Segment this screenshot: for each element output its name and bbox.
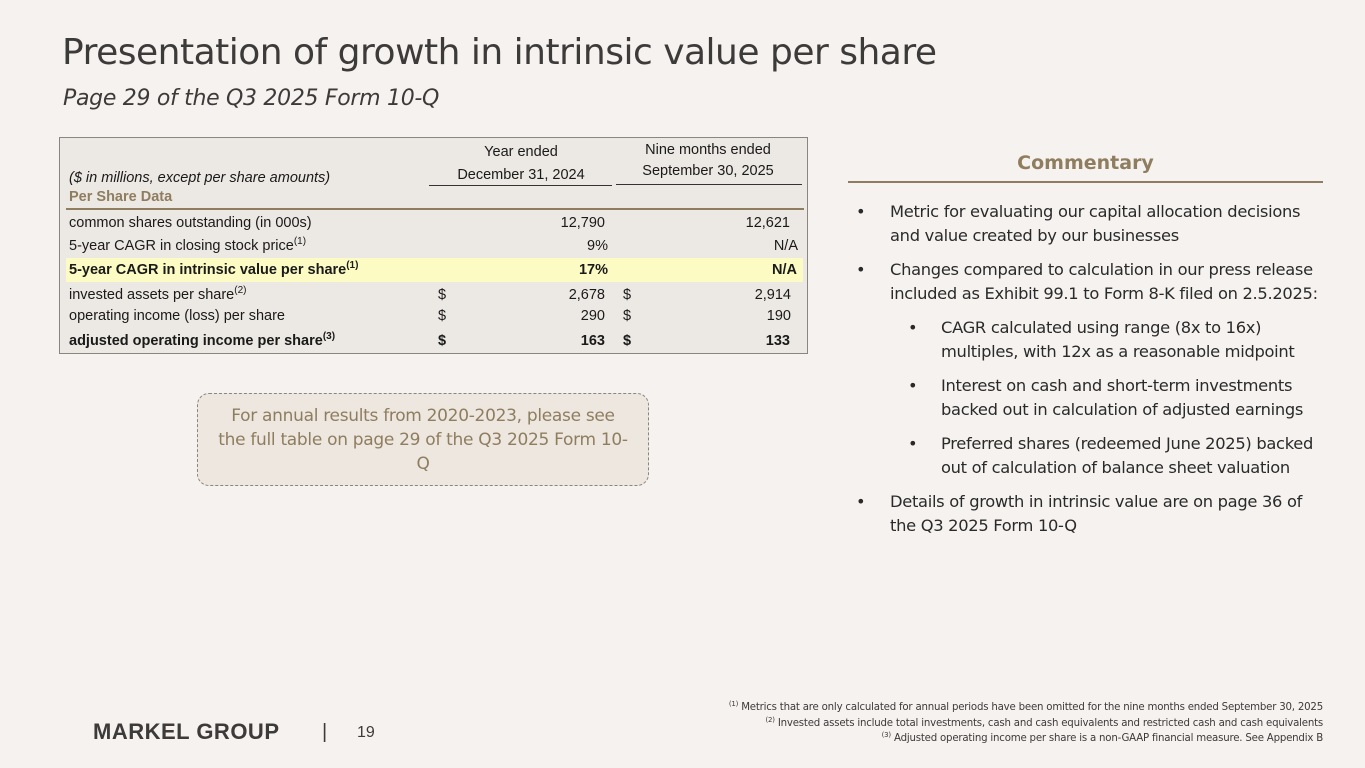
currency-symbol: $ <box>623 333 632 349</box>
col1-header-rule <box>429 185 612 186</box>
commentary-rule <box>848 181 1323 183</box>
currency-symbol: $ <box>623 308 632 324</box>
commentary-bullet: Metric for evaluating our capital alloca… <box>856 200 1326 247</box>
row-value-2025: N/A <box>772 262 797 278</box>
row-value-2024: 17% <box>578 262 608 278</box>
row-label: invested assets per share(2) <box>69 285 247 304</box>
row-value-2025: N/A <box>773 238 798 254</box>
commentary-list: Metric for evaluating our capital alloca… <box>856 200 1326 548</box>
row-value-2025: 12,621 <box>745 215 790 231</box>
page-title: Presentation of growth in intrinsic valu… <box>62 32 937 73</box>
col1-header-line2: December 31, 2024 <box>457 167 585 183</box>
row-value-2024: 2,678 <box>568 287 605 303</box>
row-label: adjusted operating income per share(3) <box>69 331 336 350</box>
row-value-2025: 190 <box>766 308 791 324</box>
commentary-bullet: Details of growth in intrinsic value are… <box>856 490 1326 537</box>
page-subtitle: Page 29 of the Q3 2025 Form 10-Q <box>63 86 440 111</box>
footnote-2: (2) Invested assets include total invest… <box>765 715 1323 729</box>
footnotes: (1) Metrics that are only calculated for… <box>623 700 1323 747</box>
col2-header-rule <box>616 184 802 185</box>
note-text: For annual results from 2020-2023, pleas… <box>218 405 628 474</box>
currency-symbol: $ <box>623 287 632 303</box>
col1-header-line1: Year ended <box>484 144 558 160</box>
section-rule <box>66 208 804 210</box>
per-share-table: ($ in millions, except per share amounts… <box>59 137 808 354</box>
section-label: Per Share Data <box>69 189 173 205</box>
currency-symbol: $ <box>438 287 447 303</box>
footer-separator: | <box>322 721 328 743</box>
commentary-sub-bullet: CAGR calculated using range (8x to 16x) … <box>856 316 1326 363</box>
row-value-2025: 2,914 <box>754 287 791 303</box>
row-value-2024: 290 <box>580 308 605 324</box>
footnote-1: (1) Metrics that are only calculated for… <box>728 700 1323 714</box>
footnote-3: (3) Adjusted operating income per share … <box>881 731 1324 745</box>
currency-symbol: $ <box>438 308 447 324</box>
row-value-2024: 163 <box>580 333 605 349</box>
row-label: operating income (loss) per share <box>69 308 285 324</box>
row-value-2024: 12,790 <box>560 215 605 231</box>
row-label-highlighted: 5-year CAGR in intrinsic value per share… <box>69 260 359 279</box>
commentary-sub-bullet: Preferred shares (redeemed June 2025) ba… <box>856 432 1326 479</box>
commentary-sub-bullet: Interest on cash and short-term investme… <box>856 374 1326 421</box>
row-value-2024: 9% <box>587 238 608 254</box>
row-value-2025: 133 <box>765 333 790 349</box>
units-note: ($ in millions, except per share amounts… <box>69 170 331 186</box>
page-number: 19 <box>357 724 375 741</box>
row-label: common shares outstanding (in 000s) <box>69 215 312 231</box>
annual-results-note: For annual results from 2020-2023, pleas… <box>197 393 649 486</box>
commentary-title: Commentary <box>1017 152 1154 174</box>
commentary-bullet: Changes compared to calculation in our p… <box>856 258 1326 305</box>
col2-header-line1: Nine months ended <box>645 142 771 158</box>
highlight-row-bg <box>66 258 803 282</box>
col2-header-line2: September 30, 2025 <box>642 163 774 179</box>
row-label: 5-year CAGR in closing stock price(1) <box>69 236 307 255</box>
markel-group-logo: MARKEL GROUP <box>93 719 280 744</box>
currency-symbol: $ <box>438 333 447 349</box>
